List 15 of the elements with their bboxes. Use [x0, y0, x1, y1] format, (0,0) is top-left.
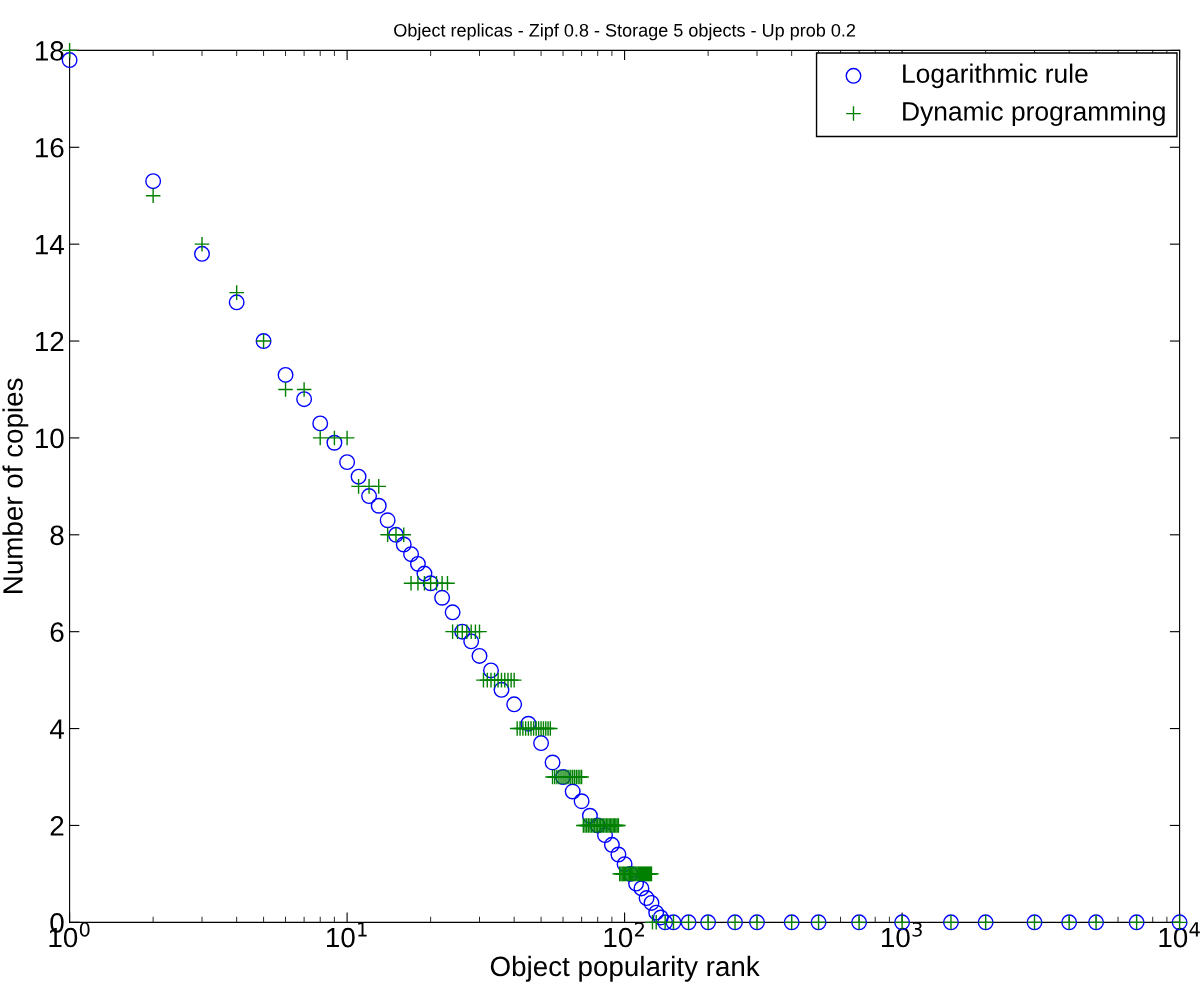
- y-tick-label: 2: [50, 816, 64, 836]
- legend-label: Logarithmic rule: [903, 63, 1088, 89]
- y-axis-title: Number of copies: [2, 378, 29, 593]
- y-tick-label: 18: [35, 41, 64, 61]
- y-tick-label: 14: [35, 235, 64, 255]
- y-tick-label: 10: [35, 428, 64, 449]
- y-tick-label: 6: [50, 622, 64, 643]
- y-tick-label: 16: [35, 137, 64, 158]
- y-tick-label: 4: [49, 719, 64, 739]
- y-tick-label: 8: [50, 525, 64, 546]
- legend-label: Dynamic programming: [903, 101, 1165, 126]
- x-axis-title: Object popularity rank: [490, 955, 760, 982]
- y-tick-label: 12: [35, 331, 64, 352]
- chart-title: Object replicas - Zipf 0.8 - Storage 5 objects - Up prob 0.2: [394, 23, 856, 41]
- x-tick-label: 10$^{4}$: [1159, 922, 1200, 948]
